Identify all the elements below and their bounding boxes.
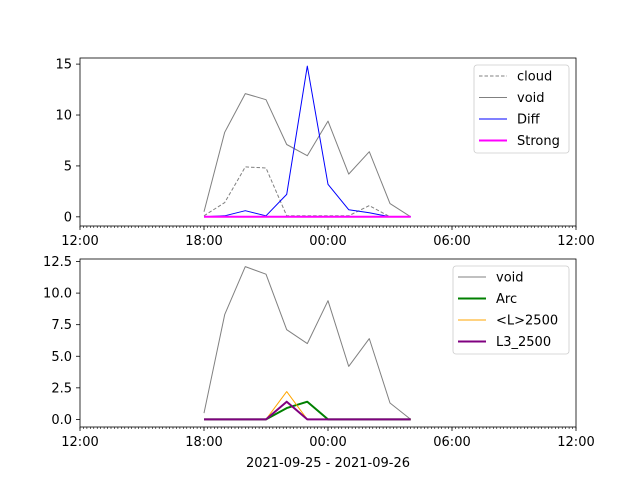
y-tick-label: 2.5: [51, 381, 72, 396]
x-tick-label: 18:00: [185, 435, 222, 450]
x-tick-label: 00:00: [309, 234, 346, 249]
y-tick-label: 10: [55, 109, 72, 124]
series-line-cloud: [203, 166, 411, 218]
legend-label: Diff: [517, 113, 541, 128]
x-tick-label: 12:00: [557, 234, 594, 249]
series-line-void: [203, 93, 411, 218]
x-tick-label: 06:00: [433, 435, 470, 450]
legend-label: cloud: [517, 70, 552, 85]
y-tick-label: 0: [64, 210, 72, 225]
legend-label: <L>2500: [496, 314, 558, 329]
top-chart: 12:00 18:00 00:00 06:00 12:00 0 5 10 15 cloud void…: [55, 57, 595, 249]
x-tick-label: 00:00: [309, 435, 346, 450]
y-tick-label: 7.5: [51, 318, 72, 333]
y-tick-label: 12.5: [43, 255, 72, 270]
series-line-l3-2500: [204, 400, 411, 421]
plot-frame: [79, 57, 577, 227]
legend-label: void: [517, 91, 545, 106]
x-axis-label: 2021-09-25 - 2021-09-26: [246, 456, 410, 471]
series-line-l-2500: [204, 391, 411, 420]
legend-box: [452, 265, 570, 355]
legend-label: L3_2500: [496, 335, 551, 350]
legend-label: Strong: [517, 134, 560, 149]
x-tick-label: 18:00: [185, 234, 222, 249]
x-tick-label: 12:00: [61, 435, 98, 450]
x-tick-label: 12:00: [557, 435, 594, 450]
legend-label: Arc: [496, 292, 517, 307]
x-tick-label: 06:00: [433, 234, 470, 249]
y-tick-label: 5.0: [51, 350, 72, 365]
y-tick-label: 15: [55, 58, 72, 73]
legend: void Arc <L>2500 L3_2500: [452, 265, 570, 355]
y-tick-label: 10.0: [43, 287, 72, 302]
bottom-chart: 12:00 18:00 00:00 06:00 12:00 0.0 2.5 5.0 7.5 10.…: [43, 255, 595, 450]
plot-frame: [79, 258, 577, 428]
series-line-diff: [203, 65, 411, 218]
legend: cloud void Diff Strong: [473, 64, 570, 154]
y-tick-label: 0.0: [51, 413, 72, 428]
series-line-arc: [204, 400, 411, 421]
series-line-void: [203, 266, 412, 420]
legend-box: [473, 64, 570, 154]
x-tick-label: 12:00: [61, 234, 98, 249]
y-tick-label: 5: [64, 159, 72, 174]
legend-label: void: [496, 271, 524, 286]
